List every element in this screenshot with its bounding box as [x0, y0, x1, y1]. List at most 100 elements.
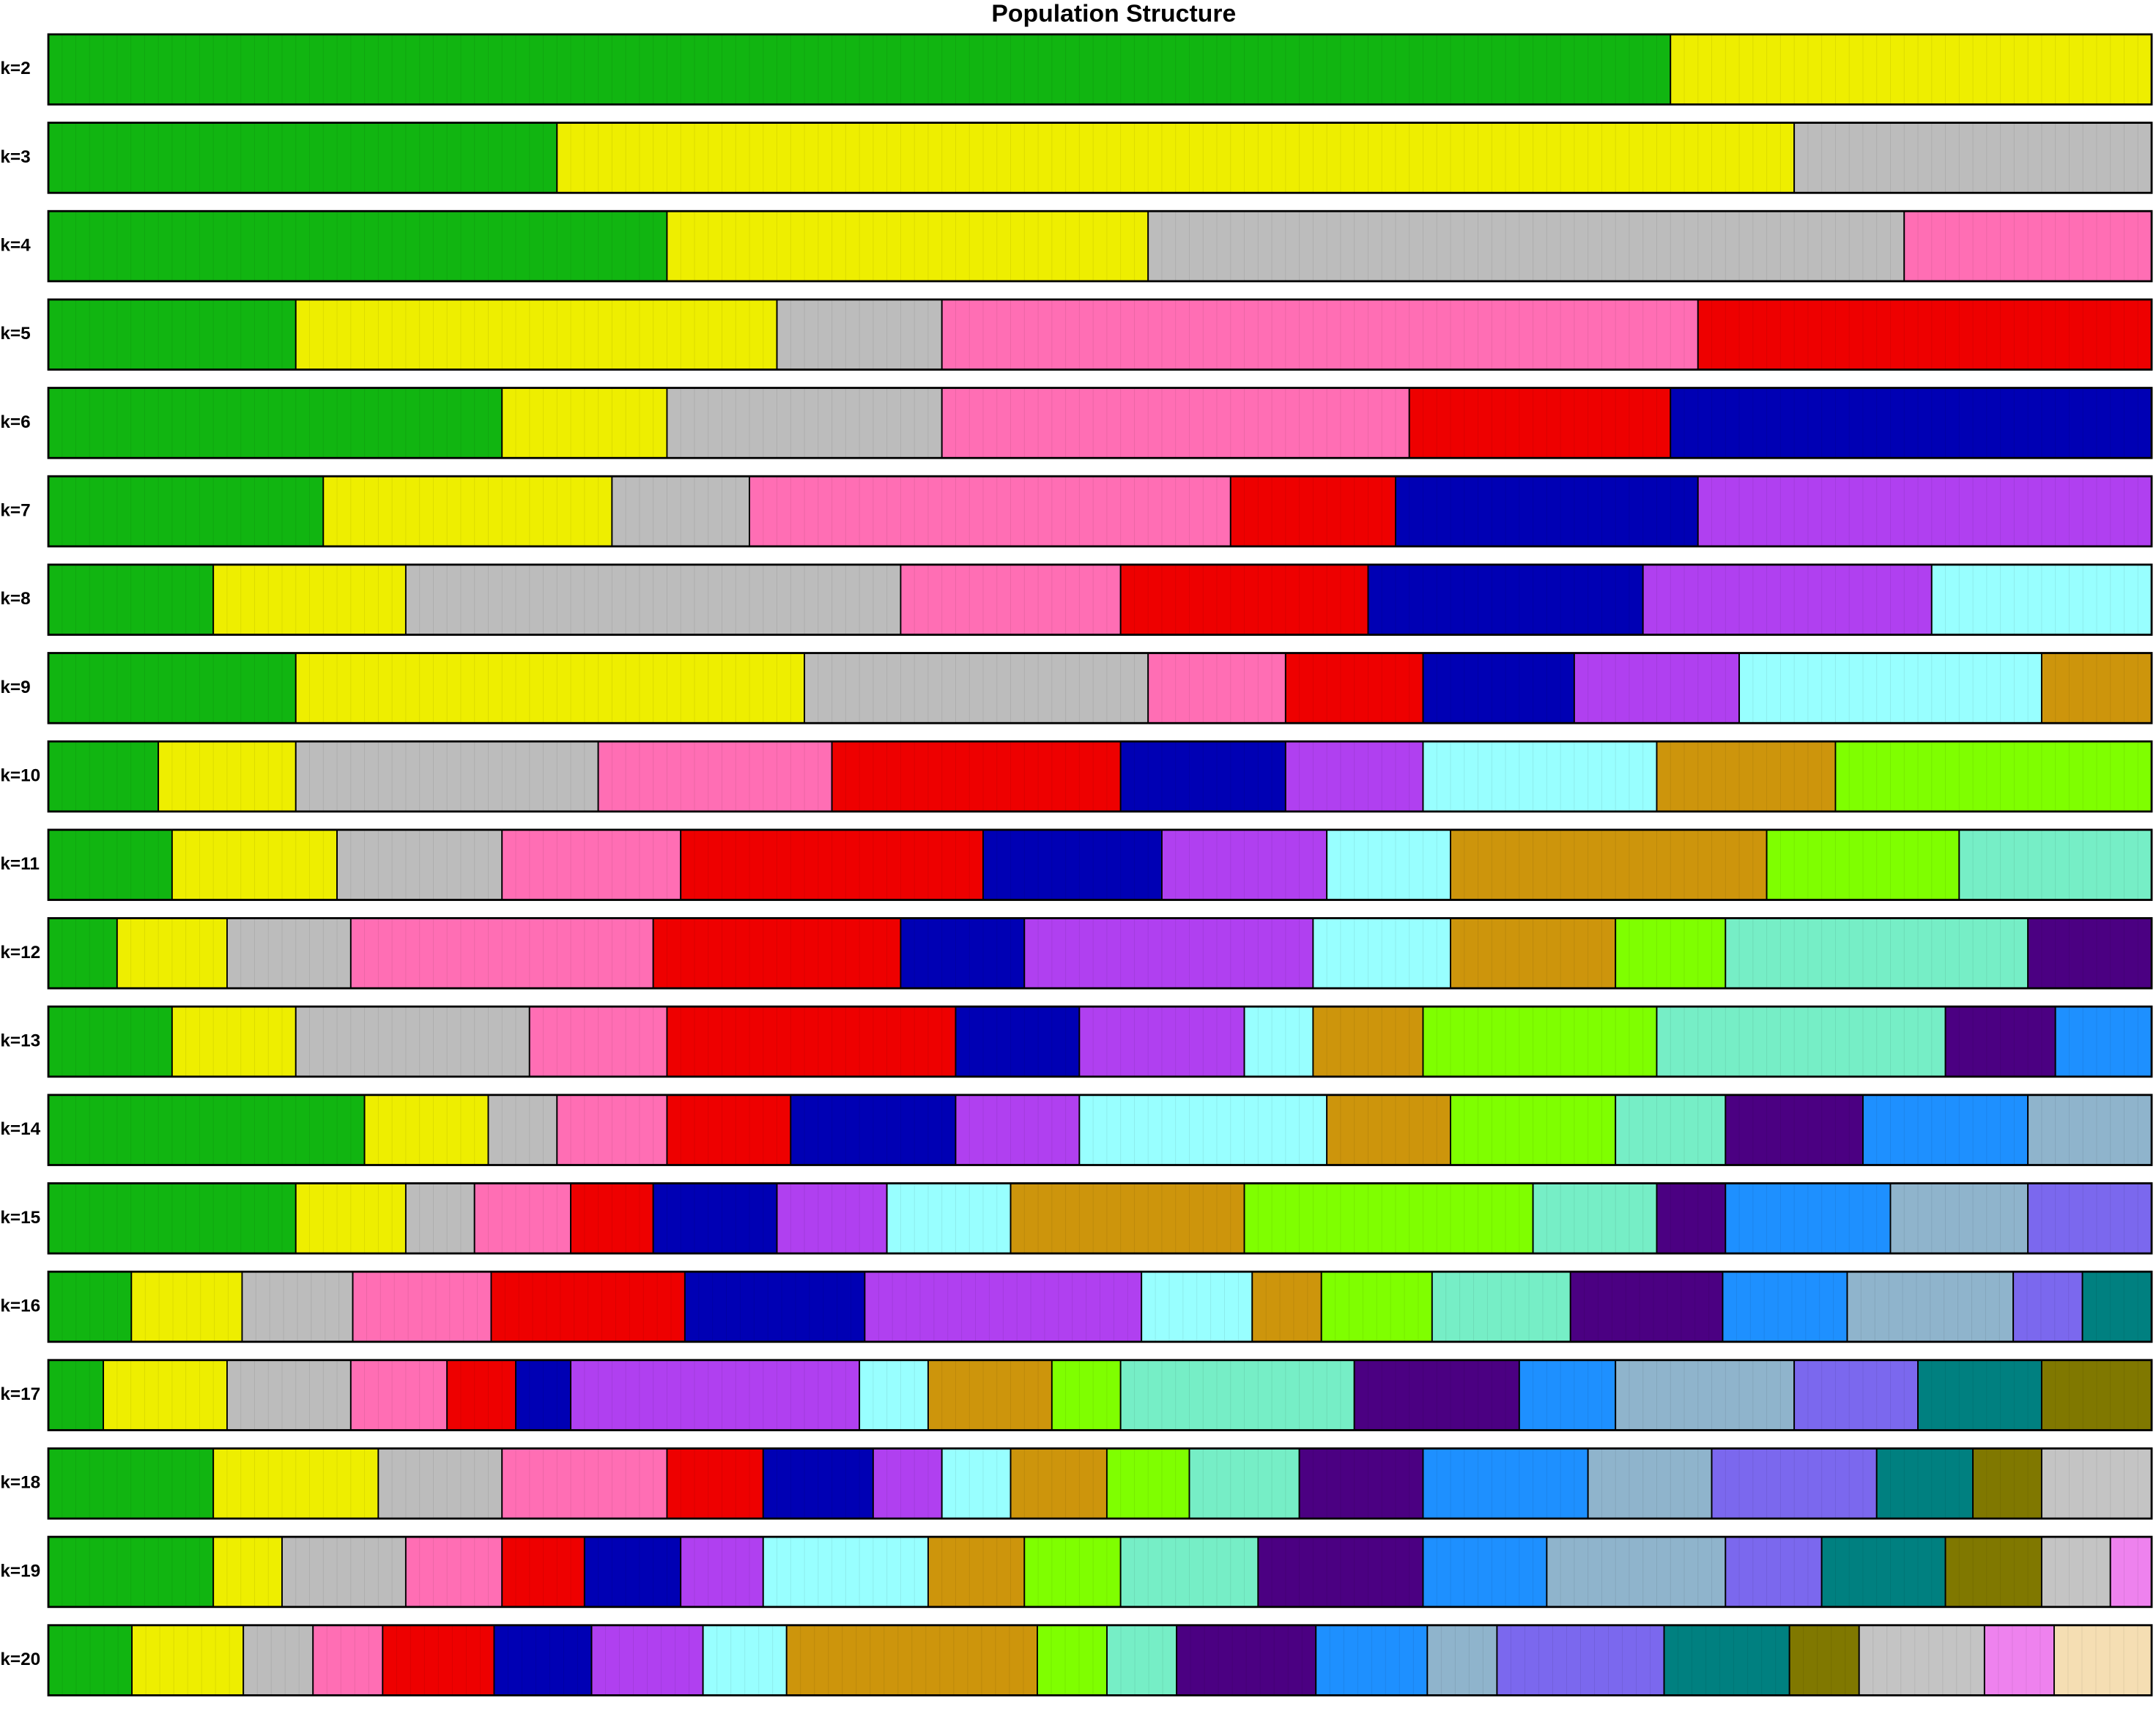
cluster-block: [48, 33, 1672, 105]
cluster-block: [955, 1094, 1081, 1166]
cluster-block: [322, 475, 613, 547]
cluster-block: [116, 917, 228, 990]
cluster-block: [226, 1359, 352, 1431]
cluster-block: [493, 1624, 593, 1696]
cluster-block: [473, 1182, 572, 1255]
cluster-block: [1141, 1271, 1253, 1343]
panel-label: k=5: [0, 324, 30, 344]
cluster-block: [2012, 1271, 2083, 1343]
cluster-block: [1725, 1536, 1823, 1608]
cluster-block: [872, 1447, 943, 1520]
cluster-block: [583, 1536, 682, 1608]
panel-frame: [47, 1535, 2153, 1609]
cluster-block: [955, 1006, 1081, 1077]
cluster-block: [1422, 741, 1658, 812]
panel-frame: [47, 828, 2153, 901]
cluster-block: [900, 563, 1122, 636]
cluster-block: [1161, 828, 1328, 901]
cluster-block: [1642, 563, 1933, 636]
cluster-block: [48, 210, 668, 282]
panel-label: k=13: [0, 1031, 40, 1050]
cluster-block: [1312, 917, 1451, 990]
cluster-block: [1546, 1536, 1727, 1608]
cluster-block: [404, 563, 902, 636]
cluster-block: [1656, 1006, 1946, 1077]
panel-frame: [47, 917, 2153, 990]
cluster-block: [1917, 1359, 2042, 1431]
cluster-block: [404, 1536, 503, 1608]
panel-frame: [47, 475, 2153, 548]
cluster-block: [927, 1536, 1026, 1608]
cluster-block: [1105, 1447, 1190, 1520]
cluster-block: [446, 1359, 516, 1431]
cluster-block: [804, 652, 1149, 724]
cluster-block: [1320, 1271, 1433, 1343]
cluster-block: [490, 1271, 686, 1343]
cluster-block: [1793, 122, 2152, 194]
cluster-block: [312, 1624, 384, 1696]
cluster-block: [1326, 1094, 1451, 1166]
cluster-block: [941, 1447, 1012, 1520]
cluster-block: [294, 298, 778, 371]
cluster-block: [597, 741, 833, 812]
cluster-block: [294, 1006, 530, 1077]
cluster-block: [48, 1536, 215, 1608]
cluster-block: [48, 298, 297, 371]
cluster-block: [1023, 917, 1314, 990]
cluster-block: [48, 1271, 133, 1343]
cluster-block: [1889, 1182, 2029, 1255]
cluster-block: [1518, 1359, 1617, 1431]
cluster-block: [1422, 1006, 1658, 1077]
cluster-block: [941, 298, 1699, 371]
cluster-block: [528, 1006, 668, 1077]
panel-frame: [47, 387, 2153, 459]
cluster-block: [666, 1094, 792, 1166]
cluster-block: [1670, 33, 2152, 105]
cluster-block: [1176, 1624, 1317, 1696]
cluster-block: [1298, 1447, 1424, 1520]
cluster-block: [1725, 1094, 1864, 1166]
cluster-block: [1422, 1536, 1548, 1608]
panel-frame: [47, 1182, 2153, 1255]
cluster-block: [1450, 1094, 1617, 1166]
panel-frame: [47, 209, 2153, 283]
cluster-block: [1326, 828, 1451, 901]
cluster-block: [1147, 210, 1905, 282]
cluster-block: [171, 1006, 297, 1077]
cluster-block: [762, 1447, 874, 1520]
cluster-block: [48, 122, 558, 194]
cluster-block: [1656, 1182, 1727, 1255]
panel-frame: [47, 563, 2153, 636]
cluster-block: [1697, 475, 2152, 547]
cluster-block: [1119, 1359, 1355, 1431]
cluster-block: [2054, 1006, 2152, 1077]
panel-label: k=20: [0, 1650, 40, 1669]
panel-label: k=6: [0, 412, 30, 432]
panel-frame: [47, 122, 2153, 194]
panel-frame: [47, 652, 2153, 724]
cluster-block: [652, 1182, 778, 1255]
cluster-block: [831, 741, 1122, 812]
cluster-block: [2109, 1536, 2152, 1608]
cluster-block: [212, 563, 407, 636]
cluster-block: [2040, 652, 2152, 724]
cluster-block: [48, 917, 118, 990]
cluster-block: [1944, 1536, 2042, 1608]
cluster-block: [886, 1182, 1012, 1255]
cluster-block: [501, 1447, 668, 1520]
cluster-block: [1858, 1624, 1985, 1696]
cluster-block: [859, 1359, 929, 1431]
cluster-block: [1395, 475, 1699, 547]
cluster-block: [1023, 1536, 1122, 1608]
cluster-block: [1315, 1624, 1429, 1696]
panel-label: k=10: [0, 765, 40, 785]
panel-frame: [47, 1624, 2153, 1696]
cluster-block: [487, 1094, 558, 1166]
cluster-block: [1725, 917, 2029, 990]
cluster-block: [1793, 1359, 1919, 1431]
cluster-block: [1353, 1359, 1520, 1431]
cluster-block: [1656, 741, 1837, 812]
cluster-block: [1312, 1006, 1424, 1077]
